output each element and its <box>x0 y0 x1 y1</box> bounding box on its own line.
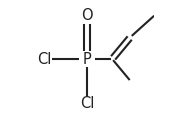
Text: Cl: Cl <box>37 52 51 67</box>
Circle shape <box>80 97 94 111</box>
Circle shape <box>37 52 51 66</box>
Text: Cl: Cl <box>80 96 94 111</box>
Circle shape <box>80 9 94 23</box>
Text: P: P <box>83 52 91 67</box>
Text: O: O <box>81 8 93 23</box>
Circle shape <box>80 52 94 66</box>
